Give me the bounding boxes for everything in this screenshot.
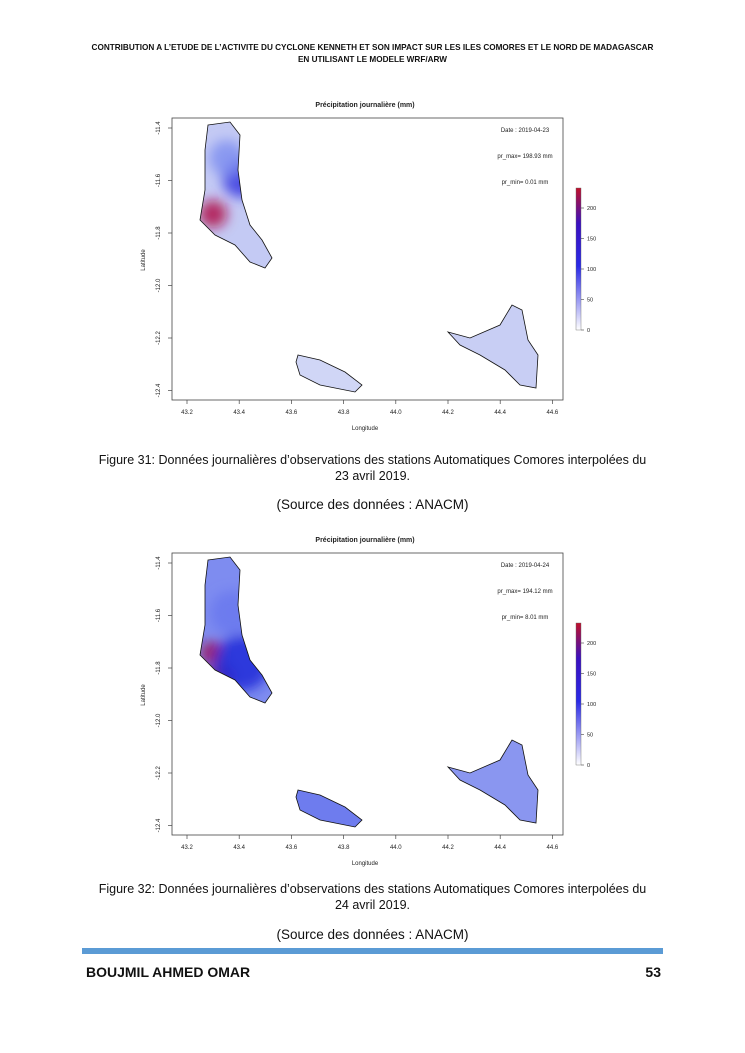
x-tick-label: 44.0 bbox=[390, 845, 402, 851]
plot-title: Précipitation journalière (mm) bbox=[315, 102, 414, 109]
x-tick-label: 43.6 bbox=[286, 410, 298, 416]
plot-frame bbox=[171, 117, 564, 401]
island bbox=[296, 790, 362, 827]
plot-annotation: pr_max= 194.12 mm bbox=[497, 589, 552, 595]
x-tick-label: 44.0 bbox=[390, 410, 402, 416]
header-line: CONTRIBUTION A L’ETUDE DE L’ACTIVITE DU … bbox=[91, 43, 654, 52]
x-tick-label: 43.6 bbox=[286, 845, 298, 851]
map-figure: Précipitation journalière (mm) -11.4 -11.6… bbox=[141, 537, 596, 867]
colorbar-tick-label: 100 bbox=[587, 702, 596, 708]
colorbar-tick-label: 0 bbox=[587, 763, 590, 769]
x-tick-label: 44.4 bbox=[494, 845, 506, 851]
y-tick-label: -12.2 bbox=[156, 331, 162, 345]
plot-annotation: Date : 2019-04-23 bbox=[501, 128, 550, 134]
plot-title: Précipitation journalière (mm) bbox=[315, 537, 414, 544]
colorbar-tick-label: 200 bbox=[587, 641, 596, 647]
figure-source: (Source des données : ANACM) bbox=[276, 927, 469, 942]
colorbar bbox=[575, 187, 582, 331]
x-axis-label: Longitude bbox=[352, 861, 379, 867]
footer-rule bbox=[82, 948, 663, 954]
rain-spot bbox=[214, 635, 270, 691]
coastline bbox=[199, 121, 273, 269]
y-tick-label: -11.8 bbox=[156, 226, 162, 240]
x-tick-label: 43.8 bbox=[338, 410, 350, 416]
colorbar-tick-label: 100 bbox=[587, 267, 596, 273]
header-line: EN UTILISANT LE MODELE WRF/ARW bbox=[297, 55, 448, 64]
colorbar-tick-label: 0 bbox=[587, 328, 590, 334]
y-axis-label: Latitude bbox=[141, 249, 147, 271]
footer-author: BOUJMIL AHMED OMAR bbox=[86, 964, 251, 980]
colorbar-tick-label: 150 bbox=[587, 672, 596, 678]
x-tick-label: 44.6 bbox=[547, 410, 559, 416]
map-figure: Précipitation journalière (mm) -11.4 -11.6… bbox=[141, 102, 596, 432]
y-tick-label: -11.8 bbox=[156, 661, 162, 675]
colorbar bbox=[575, 622, 582, 766]
y-tick-label: -12.0 bbox=[156, 713, 162, 727]
footer-page: 53 bbox=[645, 964, 661, 980]
plot-frame bbox=[171, 552, 564, 836]
x-tick-label: 43.8 bbox=[338, 845, 350, 851]
y-tick-label: -11.6 bbox=[156, 173, 162, 187]
rain-spot bbox=[200, 200, 227, 228]
colorbar-tick-label: 50 bbox=[587, 733, 593, 739]
colorbar-tick-label: 150 bbox=[587, 237, 596, 243]
rain-spot bbox=[209, 140, 245, 176]
y-axis-label: Latitude bbox=[141, 684, 147, 706]
plot-annotation: Date : 2019-04-24 bbox=[501, 563, 550, 569]
y-tick-label: -12.2 bbox=[156, 766, 162, 780]
y-tick-label: -12.4 bbox=[156, 383, 162, 397]
figure-caption: Figure 31: Données journalières d’observ… bbox=[98, 453, 647, 483]
x-tick-label: 44.2 bbox=[442, 845, 454, 851]
x-tick-label: 43.2 bbox=[181, 410, 193, 416]
island bbox=[448, 305, 538, 388]
rain-spot bbox=[210, 591, 254, 635]
plot-annotation: pr_min= 0.01 mm bbox=[502, 180, 549, 186]
x-tick-label: 44.6 bbox=[547, 845, 559, 851]
coastline bbox=[446, 739, 539, 824]
y-tick-label: -11.4 bbox=[156, 556, 162, 570]
island bbox=[448, 740, 538, 823]
x-tick-label: 44.4 bbox=[494, 410, 506, 416]
y-tick-label: -11.4 bbox=[156, 121, 162, 135]
plot-annotation: pr_max= 198.93 mm bbox=[497, 154, 552, 160]
y-tick-label: -12.4 bbox=[156, 818, 162, 832]
coastline bbox=[295, 354, 363, 393]
plot-annotation: pr_min= 8.01 mm bbox=[502, 615, 549, 621]
island bbox=[296, 355, 362, 392]
y-tick-label: -12.0 bbox=[156, 278, 162, 292]
coastline bbox=[446, 304, 539, 389]
figure-caption: Figure 32: Données journalières d’observ… bbox=[98, 882, 647, 912]
x-tick-label: 43.4 bbox=[233, 845, 245, 851]
x-axis-label: Longitude bbox=[352, 426, 379, 432]
x-tick-label: 44.2 bbox=[442, 410, 454, 416]
coastline bbox=[199, 556, 273, 704]
figure-source: (Source des données : ANACM) bbox=[276, 497, 469, 512]
colorbar-tick-label: 200 bbox=[587, 206, 596, 212]
colorbar-tick-label: 50 bbox=[587, 298, 593, 304]
y-tick-label: -11.6 bbox=[156, 608, 162, 622]
x-tick-label: 43.4 bbox=[233, 410, 245, 416]
x-tick-label: 43.2 bbox=[181, 845, 193, 851]
coastline bbox=[295, 789, 363, 828]
